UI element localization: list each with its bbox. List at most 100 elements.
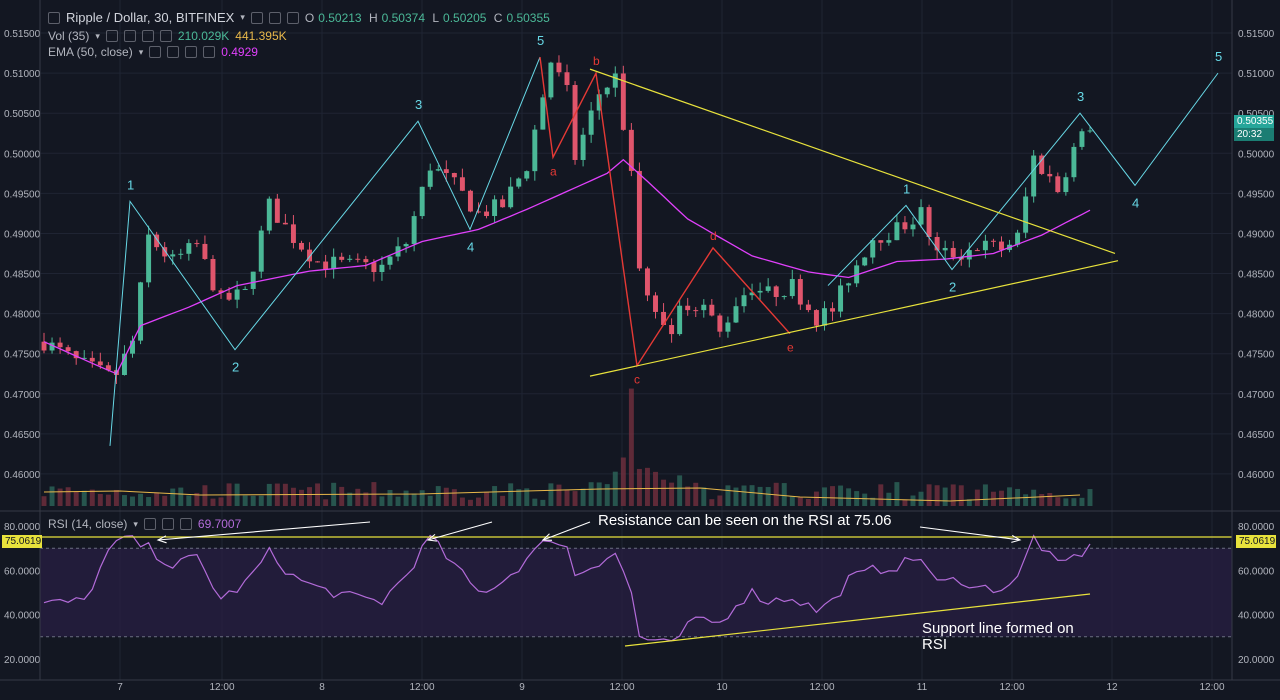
- collapse-icon[interactable]: [48, 11, 60, 24]
- add-icon[interactable]: [141, 30, 154, 42]
- volume-bar: [403, 490, 409, 506]
- candle-body: [661, 311, 667, 326]
- candle-body: [516, 178, 522, 187]
- symbol-header: Ripple / Dollar, 30, BITFINEX ▾ O 0.50213…: [48, 10, 554, 25]
- volume-bar: [97, 493, 103, 506]
- chevron-down-icon[interactable]: ▾: [240, 12, 245, 22]
- volume-legend: Vol (35) ▾ 210.029K 441.395K: [48, 29, 287, 43]
- volume-bar: [347, 492, 353, 506]
- chevron-down-icon[interactable]: ▾: [133, 518, 138, 529]
- candle-body: [1079, 131, 1085, 147]
- volume-bar: [701, 487, 707, 506]
- volume-bar: [170, 488, 176, 506]
- candle-body: [999, 241, 1004, 250]
- ema-legend: EMA (50, close) ▾ 0.4929: [48, 45, 258, 59]
- x-tick-label: 7: [117, 682, 123, 693]
- volume-bar: [789, 496, 795, 506]
- candle-body: [170, 254, 176, 257]
- candle-body: [1087, 130, 1093, 132]
- volume-bar: [81, 490, 87, 506]
- y-tick-right: 0.51000: [1238, 69, 1275, 80]
- candle-body: [532, 129, 538, 172]
- volume-bar: [830, 486, 835, 506]
- close-icon[interactable]: [179, 518, 192, 530]
- settings-icon[interactable]: [105, 30, 118, 42]
- candle-body: [242, 288, 248, 290]
- close-icon[interactable]: [159, 30, 172, 42]
- candle-body: [250, 271, 256, 289]
- candle-body: [902, 222, 908, 230]
- hide-icon[interactable]: [161, 518, 174, 530]
- volume-bar: [57, 488, 63, 506]
- volume-bar: [49, 486, 55, 506]
- candle-body: [307, 249, 312, 262]
- candle-body: [186, 243, 192, 254]
- candle-body: [355, 258, 361, 260]
- candle-body: [1015, 232, 1021, 245]
- candle-body: [813, 310, 819, 326]
- volume-bar: [290, 487, 296, 506]
- close-icon[interactable]: [203, 46, 216, 58]
- candle-body: [130, 340, 135, 354]
- candle-body: [862, 257, 868, 266]
- chevron-down-icon[interactable]: ▾: [95, 30, 100, 41]
- volume-bar: [1063, 498, 1069, 506]
- candle-body: [580, 134, 586, 160]
- candle-body: [210, 258, 216, 291]
- x-tick-label: 12:00: [209, 682, 234, 693]
- rsi-legend: RSI (14, close) ▾ 69.7007: [48, 517, 241, 531]
- chevron-down-icon[interactable]: ▾: [138, 46, 144, 57]
- volume-bar: [918, 491, 924, 506]
- volume-bar: [685, 486, 691, 506]
- volume-bar: [1047, 492, 1053, 506]
- volume-bar: [1055, 497, 1061, 506]
- x-tick-label: 12:00: [999, 682, 1024, 693]
- candle-body: [781, 296, 787, 298]
- candle-body: [773, 286, 779, 297]
- rsi-resistance-annotation: Resistance can be seen on the RSI at 75.…: [598, 512, 892, 529]
- volume-bar: [822, 487, 827, 506]
- candle-body: [830, 308, 835, 312]
- volume-bar: [693, 482, 699, 506]
- candle-body: [299, 242, 304, 250]
- settings-icon[interactable]: [149, 46, 162, 58]
- y-tick-right: 0.47000: [1238, 390, 1275, 401]
- hide-icon[interactable]: [268, 11, 281, 24]
- settings-icon[interactable]: [250, 11, 263, 24]
- volume-bar: [210, 498, 216, 506]
- volume-bar: [162, 495, 168, 506]
- candle-body: [282, 222, 288, 225]
- close-icon[interactable]: [286, 11, 299, 24]
- candle-body: [57, 342, 63, 348]
- volume-bar: [218, 497, 224, 506]
- volume-bar: [516, 489, 522, 506]
- x-tick-label: 12: [1106, 682, 1118, 693]
- wave-label: 4: [1132, 195, 1139, 210]
- volume-bar: [548, 483, 554, 506]
- candle-body: [290, 224, 296, 243]
- add-icon[interactable]: [185, 46, 198, 58]
- volume-bar: [596, 482, 602, 506]
- hide-icon[interactable]: [167, 46, 180, 58]
- hide-icon[interactable]: [123, 30, 136, 42]
- volume-bar: [781, 483, 787, 506]
- settings-icon[interactable]: [143, 518, 156, 530]
- volume-bar: [105, 494, 111, 506]
- candle-body: [886, 240, 892, 243]
- volume-bar: [395, 496, 401, 506]
- volume-bar: [902, 499, 908, 506]
- candle-body: [620, 73, 626, 130]
- volume-bar: [484, 491, 490, 506]
- volume-bar: [934, 485, 940, 506]
- volume-bar: [564, 489, 570, 506]
- candle-body: [838, 285, 844, 312]
- y-tick-left: 0.47000: [4, 390, 41, 401]
- candle-body: [1023, 196, 1029, 233]
- rsi-tick-right: 60.0000: [1238, 566, 1275, 577]
- volume-bar: [765, 487, 771, 506]
- candle-body: [65, 347, 71, 352]
- volume-ma-value: 441.395K: [235, 29, 287, 43]
- wave-label: 4: [467, 239, 474, 254]
- y-tick-left: 0.51500: [4, 29, 41, 40]
- y-tick-right: 0.49500: [1238, 189, 1275, 200]
